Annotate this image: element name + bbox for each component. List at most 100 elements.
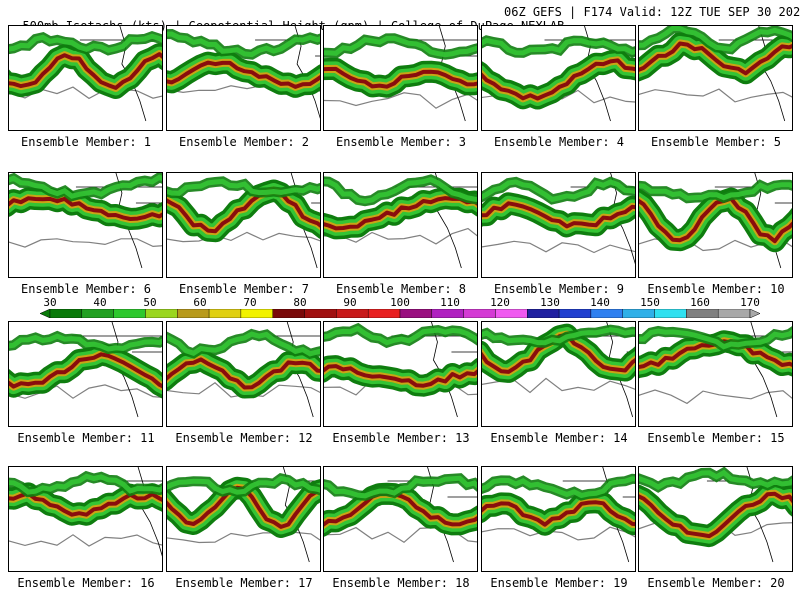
colorbar-tick: 70 (243, 296, 257, 309)
secondary-jet-inner (639, 469, 792, 490)
map-17 (167, 467, 320, 563)
colorbar-swatch (113, 309, 146, 318)
secondary-jet-inner (482, 476, 635, 499)
colorbar-swatch (304, 309, 337, 318)
colorbar-swatch (49, 309, 83, 318)
member-label-8: Ensemble Member: 8 (335, 282, 467, 296)
colorbar-tick: 50 (143, 296, 157, 309)
ensemble-panel-10 (638, 172, 793, 278)
jet-core (324, 491, 477, 527)
map-15 (639, 322, 792, 418)
map-16 (9, 467, 162, 557)
colorbar-tick: 140 (590, 296, 610, 309)
map-5 (639, 26, 792, 122)
ensemble-panel-17 (166, 466, 321, 572)
colorbar-swatch (367, 309, 401, 318)
member-label-1: Ensemble Member: 1 (20, 135, 152, 149)
map-9 (482, 173, 635, 265)
ensemble-panel-1 (8, 25, 163, 131)
secondary-jet-inner (639, 26, 792, 52)
member-label-12: Ensemble Member: 12 (175, 431, 313, 445)
colorbar-right-arrow (749, 309, 760, 318)
height-contour (639, 389, 792, 405)
colorbar-swatch (145, 309, 178, 318)
colorbar-swatch (272, 309, 305, 318)
map-12 (167, 322, 320, 418)
colorbar-swatch (558, 309, 592, 318)
colorbar-tick: 60 (193, 296, 207, 309)
colorbar-tick: 40 (93, 296, 107, 309)
jet-core (482, 500, 635, 527)
ensemble-panel-2 (166, 25, 321, 131)
ensemble-panel-4 (481, 25, 636, 131)
secondary-jet-inner (639, 328, 792, 350)
jet-core (324, 66, 477, 89)
secondary-jet-inner (9, 33, 162, 53)
colorbar-swatch (208, 309, 242, 318)
colorbar-tick: 120 (490, 296, 510, 309)
height-contour (9, 238, 162, 248)
height-contour (324, 92, 477, 109)
member-label-4: Ensemble Member: 4 (493, 135, 625, 149)
member-label-10: Ensemble Member: 10 (647, 282, 785, 296)
secondary-jet-inner (9, 333, 162, 352)
map-18 (324, 467, 477, 563)
colorbar-tick: 30 (43, 296, 57, 309)
secondary-jet-inner (9, 174, 162, 199)
ensemble-panel-19 (481, 466, 636, 572)
jet-core (639, 41, 792, 76)
colorbar-swatch (336, 309, 369, 318)
jet-core (324, 364, 477, 388)
height-contour (482, 240, 635, 254)
jet-core (639, 491, 792, 539)
secondary-jet-inner (167, 178, 320, 196)
ensemble-panel-8 (323, 172, 478, 278)
ensemble-panel-15 (638, 321, 793, 427)
member-label-11: Ensemble Member: 11 (17, 431, 155, 445)
map-19 (482, 467, 635, 563)
colorbar-tick: 170 (740, 296, 760, 309)
map-10 (639, 173, 792, 269)
height-contour (324, 227, 477, 245)
map-7 (167, 173, 320, 269)
ensemble-panel-3 (323, 25, 478, 131)
ensemble-panel-7 (166, 172, 321, 278)
height-contour (167, 231, 320, 243)
colorbar-swatch (527, 309, 560, 318)
jet-core (9, 352, 162, 389)
colorbar-tick: 90 (343, 296, 357, 309)
member-label-17: Ensemble Member: 17 (175, 576, 313, 590)
member-label-19: Ensemble Member: 19 (490, 576, 628, 590)
colorbar-swatch (717, 309, 751, 318)
colorbar-swatch (590, 309, 623, 318)
colorbar-tick: 100 (390, 296, 410, 309)
member-label-3: Ensemble Member: 3 (335, 135, 467, 149)
jet-core (167, 60, 320, 89)
colorbar (40, 309, 760, 318)
jet-core (167, 188, 320, 234)
member-label-9: Ensemble Member: 9 (493, 282, 625, 296)
map-6 (9, 173, 162, 269)
height-contour (9, 534, 162, 547)
ensemble-panel-5 (638, 25, 793, 131)
jet-core (167, 357, 320, 390)
height-contour (482, 526, 635, 541)
colorbar-swatch (240, 309, 273, 318)
colorbar-swatch (399, 309, 433, 318)
jet-core (9, 52, 162, 90)
secondary-jet-inner (324, 35, 477, 58)
map-1 (9, 26, 162, 122)
ensemble-panel-9 (481, 172, 636, 278)
secondary-jet-inner (324, 176, 477, 204)
map-8 (324, 173, 477, 269)
jet-core (482, 58, 635, 101)
map-3 (324, 26, 477, 122)
colorbar-tick: 110 (440, 296, 460, 309)
secondary-jet-inner (482, 179, 635, 203)
height-contour (167, 531, 320, 544)
colorbar-swatch (622, 309, 655, 318)
map-11 (9, 322, 162, 418)
colorbar-swatch (686, 309, 719, 318)
member-label-13: Ensemble Member: 13 (332, 431, 470, 445)
colorbar-swatch (81, 309, 114, 318)
